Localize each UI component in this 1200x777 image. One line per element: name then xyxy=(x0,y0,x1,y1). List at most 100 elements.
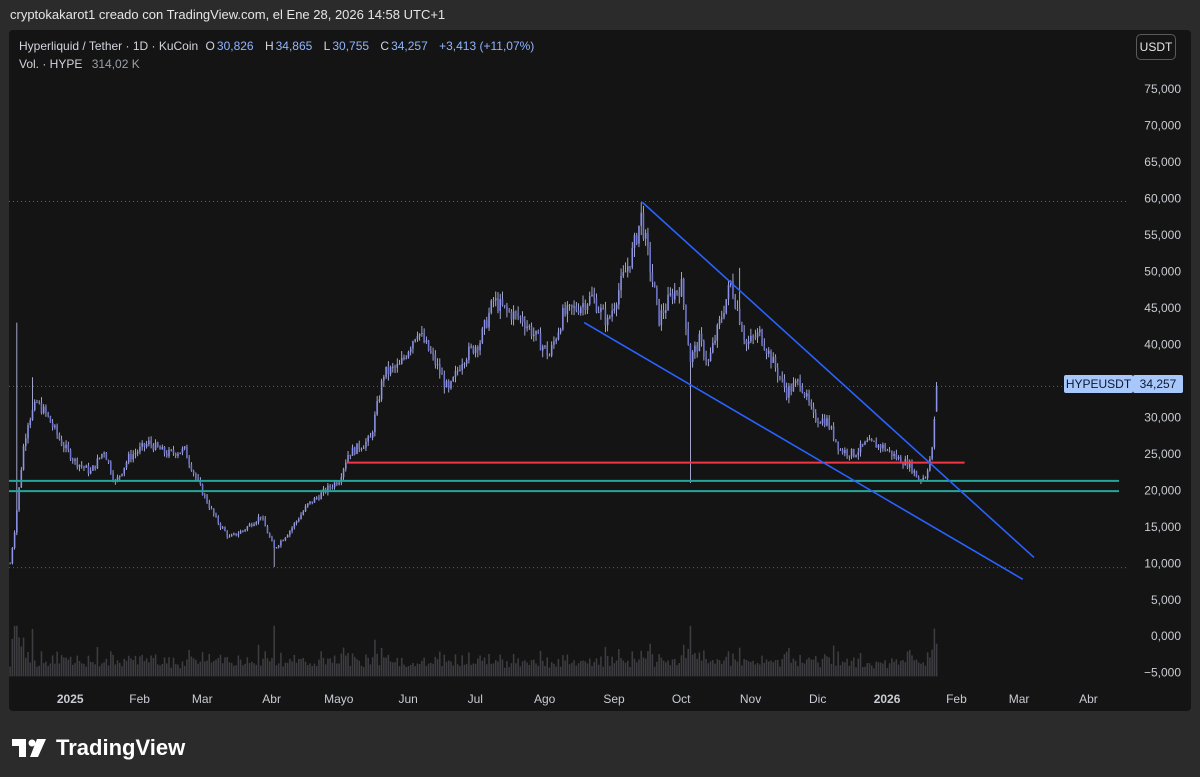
volume-bar xyxy=(682,644,685,677)
volume-bar xyxy=(186,659,188,677)
candle-body xyxy=(136,451,139,454)
candle-body xyxy=(720,317,723,320)
volume-bar xyxy=(123,658,126,677)
candle-body xyxy=(817,421,819,423)
tradingview-logo[interactable]: TradingView xyxy=(12,735,185,761)
candle-body xyxy=(96,458,99,469)
candle-body xyxy=(204,495,206,497)
candle-body xyxy=(736,308,739,310)
candle-body xyxy=(201,484,204,496)
candle-body xyxy=(573,306,575,308)
volume-bar xyxy=(700,660,703,677)
trendline[interactable] xyxy=(641,201,1035,559)
volume-bar xyxy=(219,654,222,677)
volume-bar xyxy=(562,655,564,677)
chart-attribution: cryptokakarot1 creado con TradingView.co… xyxy=(10,7,446,22)
price-chart[interactable]: 75,000 70,000 65,000 60,000 55,000 50,000 45,0… xyxy=(9,30,1191,711)
candle-body xyxy=(329,485,331,488)
chart-panel[interactable]: 75,000 70,000 65,000 60,000 55,000 50,000 45,0… xyxy=(9,30,1191,711)
volume-bar xyxy=(403,664,405,677)
volume-bar xyxy=(118,662,121,677)
volume-bar xyxy=(67,659,70,677)
candle-body xyxy=(141,443,143,447)
drawings[interactable] xyxy=(9,201,1119,581)
candle-body xyxy=(394,366,396,368)
candle-body xyxy=(474,346,477,354)
volume-bar xyxy=(80,663,83,677)
volume-bar xyxy=(300,659,302,677)
trendline[interactable] xyxy=(583,321,1024,581)
volume-bar xyxy=(65,657,67,677)
volume-bar xyxy=(87,655,90,677)
symbol-name[interactable]: Hyperliquid / Tether · 1D · KuCoin xyxy=(19,39,199,53)
candle-body xyxy=(490,300,493,313)
candle-body xyxy=(356,443,358,455)
volume-bar xyxy=(345,655,347,677)
volume-bar xyxy=(541,660,544,677)
candle-body xyxy=(759,329,761,333)
volume-bar xyxy=(888,663,891,677)
volume-bar xyxy=(224,657,226,677)
volume-bar xyxy=(544,665,546,677)
volume-bar xyxy=(441,666,443,677)
price-label-value: 34,257 xyxy=(1140,377,1177,391)
volume-bar xyxy=(369,664,372,677)
candle-body xyxy=(430,350,432,353)
candle-body xyxy=(76,459,79,468)
candle-body xyxy=(398,363,401,365)
candle-body xyxy=(732,280,734,297)
candle-body xyxy=(38,402,40,404)
volume-bar xyxy=(463,664,466,677)
volume-bar xyxy=(253,663,255,677)
volume-bar xyxy=(197,663,199,677)
volume-bar xyxy=(665,662,667,677)
candle-body xyxy=(857,452,860,456)
candle-body xyxy=(799,379,801,388)
price-tick-label: 0,000 xyxy=(1151,629,1181,643)
volume-bar xyxy=(168,657,170,677)
time-axis[interactable]: 2025 Feb Mar Abr Mayo Jun Jul Ago Sep Oct Nov Dic 20… xyxy=(57,692,1098,706)
time-axis-label: Oct xyxy=(672,692,691,706)
volume-bar xyxy=(479,655,481,677)
candle-body xyxy=(342,468,345,478)
volume-bar xyxy=(362,666,365,677)
volume-bar xyxy=(443,654,446,677)
price-tick-label: 60,000 xyxy=(1144,192,1181,206)
candle-body xyxy=(251,524,253,527)
volume-bar xyxy=(492,663,495,677)
volume-bar xyxy=(179,668,181,677)
candle-body xyxy=(49,416,52,423)
volume-bar xyxy=(866,663,869,677)
volume-bar xyxy=(859,652,862,677)
candle-body xyxy=(678,292,681,297)
volume-bar xyxy=(868,663,871,677)
candle-body xyxy=(521,316,524,323)
candle-body xyxy=(170,449,173,451)
candle-body xyxy=(483,320,486,329)
candle-body xyxy=(844,450,846,454)
volume-bar xyxy=(781,659,783,677)
volume-label[interactable]: Vol. · HYPE xyxy=(19,57,83,71)
volume-bar xyxy=(770,660,772,677)
volume-bar xyxy=(669,665,672,677)
volume-bar xyxy=(691,654,694,677)
candle-body xyxy=(723,313,725,318)
volume-bar xyxy=(114,664,117,677)
currency-button[interactable]: USDT xyxy=(1136,34,1176,60)
candle-body xyxy=(620,276,622,291)
volume-bar xyxy=(439,651,441,677)
open-label: O xyxy=(205,39,215,53)
candle-body xyxy=(859,443,862,453)
candle-body xyxy=(441,373,443,375)
volume-bar xyxy=(264,651,267,677)
volume-bar xyxy=(644,658,647,677)
candle-body xyxy=(219,523,222,528)
candle-body xyxy=(658,298,660,326)
candle-body xyxy=(503,305,506,307)
volume-bar xyxy=(427,663,430,677)
volume-bar xyxy=(752,660,754,677)
volume-bar xyxy=(926,652,929,677)
volume-bar xyxy=(517,658,519,677)
candle-body xyxy=(604,309,607,326)
volume-bar xyxy=(857,658,860,677)
